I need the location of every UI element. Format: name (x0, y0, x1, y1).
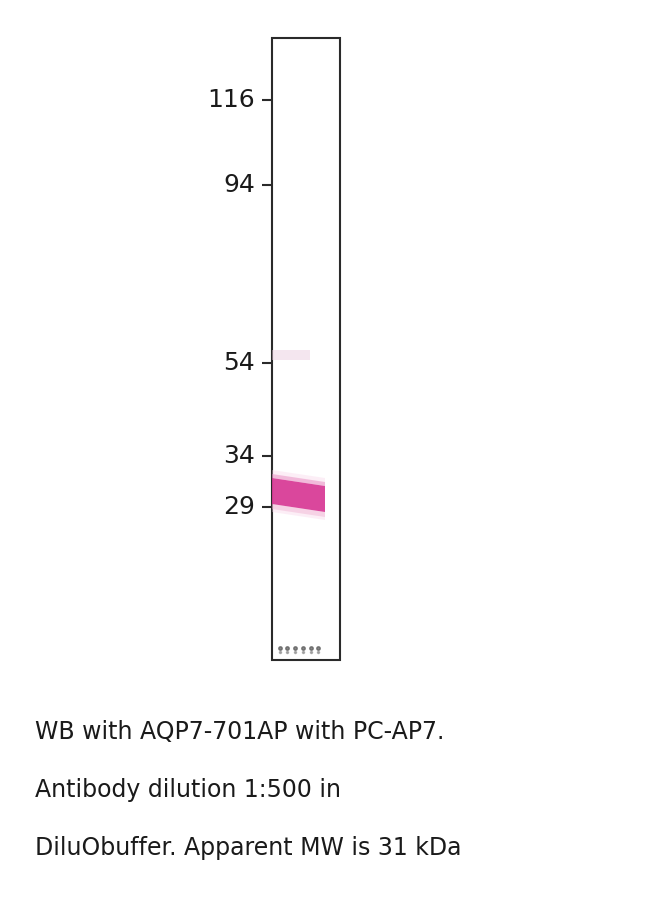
Text: 54: 54 (223, 351, 255, 375)
Text: WB with AQP7-701AP with PC-AP7.: WB with AQP7-701AP with PC-AP7. (35, 720, 445, 744)
Polygon shape (272, 474, 325, 486)
Text: Antibody dilution 1:500 in: Antibody dilution 1:500 in (35, 778, 341, 802)
Text: 94: 94 (223, 173, 255, 197)
Bar (272, 38, 340, 660)
Polygon shape (272, 504, 325, 517)
Text: 29: 29 (223, 495, 255, 519)
Text: 34: 34 (223, 444, 255, 468)
Text: DiluObuffer. Apparent MW is 31 kDa: DiluObuffer. Apparent MW is 31 kDa (35, 836, 461, 860)
Polygon shape (272, 478, 325, 512)
Text: 116: 116 (207, 88, 255, 112)
Bar (272, 350, 310, 360)
Polygon shape (272, 470, 325, 520)
